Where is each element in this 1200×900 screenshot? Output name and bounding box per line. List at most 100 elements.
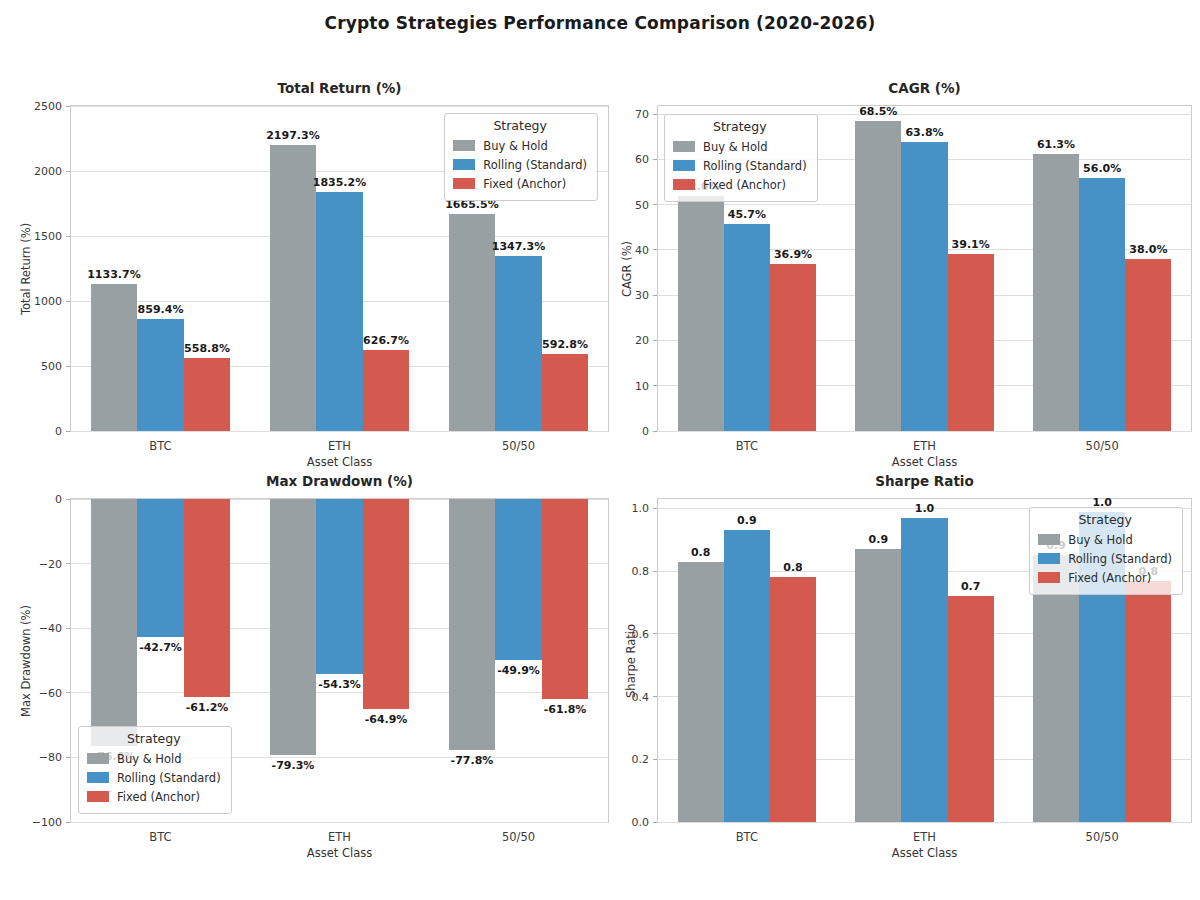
y-tick-label: 1500 <box>34 230 62 243</box>
bar-value-label: 45.7% <box>728 208 766 221</box>
x-axis-label: Asset Class <box>71 455 608 469</box>
bar-value-label: 626.7% <box>363 334 409 347</box>
legend-item-fixed-anchor: Fixed (Anchor) <box>87 787 221 806</box>
legend: StrategyBuy & HoldRolling (Standard)Fixe… <box>664 114 818 202</box>
bar-buy-hold-btc <box>91 499 138 746</box>
y-tick-label: −20 <box>39 557 62 570</box>
chart-total-return: Total Return (%)Total Return (%)05001000… <box>70 105 609 432</box>
y-tick-mark <box>66 106 70 107</box>
legend-label: Fixed (Anchor) <box>1068 571 1151 585</box>
y-tick-mark <box>653 114 657 115</box>
y-tick-label: 0 <box>642 425 649 438</box>
bar-value-label: 0.7 <box>961 580 981 593</box>
legend: StrategyBuy & HoldRolling (Standard)Fixe… <box>444 113 598 201</box>
legend-label: Fixed (Anchor) <box>703 178 786 192</box>
x-axis-label: Asset Class <box>71 846 608 860</box>
chart-sharpe-ratio: Sharpe RatioSharpe Ratio0.00.20.40.60.81… <box>657 498 1192 823</box>
bar-fixed-anchor-btc <box>770 577 816 822</box>
bar-rolling-standard-btc <box>137 319 184 431</box>
y-tick-mark <box>66 628 70 629</box>
bar-rolling-standard-btc <box>137 499 184 637</box>
y-tick-mark <box>653 385 657 386</box>
legend-label: Fixed (Anchor) <box>483 177 566 191</box>
y-tick-label: 0.0 <box>632 816 650 829</box>
x-tick-label-btc: BTC <box>149 439 171 453</box>
bar-value-label: -49.9% <box>497 664 540 677</box>
y-tick-mark <box>653 696 657 697</box>
legend-swatch-rolling-standard <box>673 160 695 171</box>
legend-swatch-buy-hold <box>1038 534 1060 545</box>
x-tick-label-eth: ETH <box>913 830 936 844</box>
legend-title: Strategy <box>1038 512 1172 527</box>
y-tick-label: 0.6 <box>632 627 650 640</box>
y-tick-label: −100 <box>32 816 62 829</box>
bar-rolling-standard-eth <box>316 499 363 674</box>
bar-fixed-anchor-eth <box>948 254 994 431</box>
bar-rolling-standard-50-50 <box>495 256 542 431</box>
bar-value-label: 0.8 <box>691 546 711 559</box>
bar-value-label: 592.8% <box>542 338 588 351</box>
y-tick-label: 2000 <box>34 165 62 178</box>
y-tick-label: 0.4 <box>632 690 650 703</box>
y-tick-mark <box>653 431 657 432</box>
legend-swatch-fixed-anchor <box>673 179 695 190</box>
y-tick-mark <box>653 249 657 250</box>
x-tick-label-eth: ETH <box>328 830 351 844</box>
bar-buy-hold-eth <box>855 121 901 431</box>
bar-value-label: 63.8% <box>905 126 943 139</box>
legend-item-buy-hold: Buy & Hold <box>453 136 587 155</box>
bar-value-label: 0.9 <box>737 514 757 527</box>
chart-cagr: CAGR (%)CAGR (%)010203040506070BTC52.0%4… <box>657 105 1192 432</box>
x-tick-label-btc: BTC <box>736 439 758 453</box>
bar-value-label: 61.3% <box>1037 138 1075 151</box>
legend-swatch-fixed-anchor <box>87 791 109 802</box>
chart-title: Max Drawdown (%) <box>71 473 608 489</box>
legend-item-fixed-anchor: Fixed (Anchor) <box>673 175 807 194</box>
legend-item-buy-hold: Buy & Hold <box>87 749 221 768</box>
legend-swatch-rolling-standard <box>87 772 109 783</box>
bar-value-label: -79.3% <box>272 759 315 772</box>
legend-swatch-buy-hold <box>453 140 475 151</box>
y-tick-label: 30 <box>635 289 649 302</box>
bar-buy-hold-btc <box>91 284 138 431</box>
bar-value-label: 558.8% <box>184 342 230 355</box>
bar-value-label: 36.9% <box>774 248 812 261</box>
bar-value-label: 56.0% <box>1083 162 1121 175</box>
legend-swatch-fixed-anchor <box>453 178 475 189</box>
legend-label: Rolling (Standard) <box>1068 552 1172 566</box>
legend-item-rolling-standard: Rolling (Standard) <box>673 156 807 175</box>
bar-buy-hold-btc <box>678 196 724 431</box>
x-axis-label: Asset Class <box>658 455 1191 469</box>
gridline <box>71 822 608 823</box>
y-tick-mark <box>66 563 70 564</box>
legend: StrategyBuy & HoldRolling (Standard)Fixe… <box>78 726 232 814</box>
bar-value-label: 859.4% <box>138 303 184 316</box>
legend-swatch-buy-hold <box>87 753 109 764</box>
legend: Strategy Buy & Hold Rolling (Standard) Fixe… <box>1029 507 1183 595</box>
legend-swatch-rolling-standard <box>1038 553 1060 564</box>
legend-label: Buy & Hold <box>1068 533 1132 547</box>
chart-title: Sharpe Ratio <box>658 473 1191 489</box>
x-tick-label-50-50: 50/50 <box>1086 439 1119 453</box>
bar-value-label: 1347.3% <box>492 240 545 253</box>
y-tick-mark <box>66 236 70 237</box>
y-tick-label: 10 <box>635 379 649 392</box>
gridline <box>71 106 608 107</box>
bar-fixed-anchor-50-50 <box>542 499 589 699</box>
bar-value-label: -61.8% <box>544 703 587 716</box>
y-tick-mark <box>653 295 657 296</box>
legend-swatch-buy-hold <box>673 141 695 152</box>
y-tick-label: −80 <box>39 751 62 764</box>
bar-fixed-anchor-eth <box>363 499 410 709</box>
legend-item-fixed-anchor: Fixed (Anchor) <box>453 174 587 193</box>
y-tick-mark <box>66 757 70 758</box>
x-tick-label-eth: ETH <box>328 439 351 453</box>
legend-item-rolling-standard: Rolling (Standard) <box>87 768 221 787</box>
y-tick-mark <box>653 204 657 205</box>
y-tick-label: −40 <box>39 622 62 635</box>
chart-max-drawdown: Max Drawdown (%)Max Drawdown (%)0−20−40−… <box>70 498 609 823</box>
y-axis-label: CAGR (%) <box>620 240 634 296</box>
legend-item-rolling-standard: Rolling (Standard) <box>453 155 587 174</box>
x-axis-label: Asset Class <box>658 846 1191 860</box>
bar-fixed-anchor-eth <box>363 350 410 431</box>
